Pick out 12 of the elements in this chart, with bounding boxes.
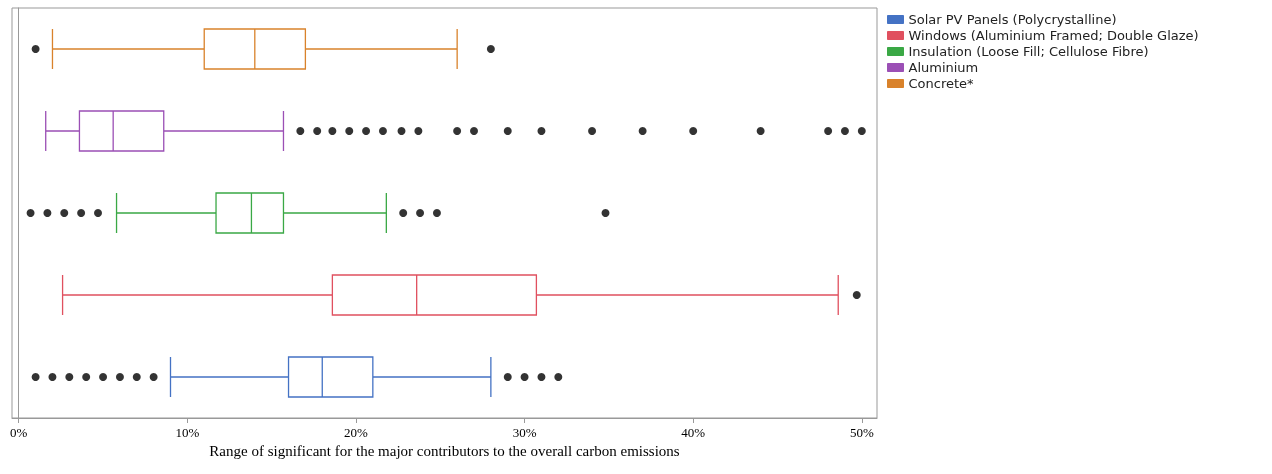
x-tick-label: 40%: [681, 425, 706, 440]
x-tick-label: 50%: [849, 425, 874, 440]
legend-label: Solar PV Panels (Polycrystalline): [908, 12, 1117, 27]
x-axis-title: Range of significant for the major contributors to the overall carbon emissions: [209, 443, 680, 460]
legend-label: Windows (Aluminium Framed; Double Glaze): [908, 28, 1199, 43]
x-tick-label: 0%: [10, 425, 28, 440]
x-tick-label: 10%: [175, 425, 200, 440]
x-tick-label: 20%: [344, 425, 369, 440]
legend-label: Insulation (Loose Fill; Cellulose Fibre): [908, 44, 1149, 59]
legend-label: Aluminium: [908, 60, 979, 75]
legend-label: Concrete*: [908, 76, 975, 91]
x-tick-label: 30%: [512, 425, 537, 440]
